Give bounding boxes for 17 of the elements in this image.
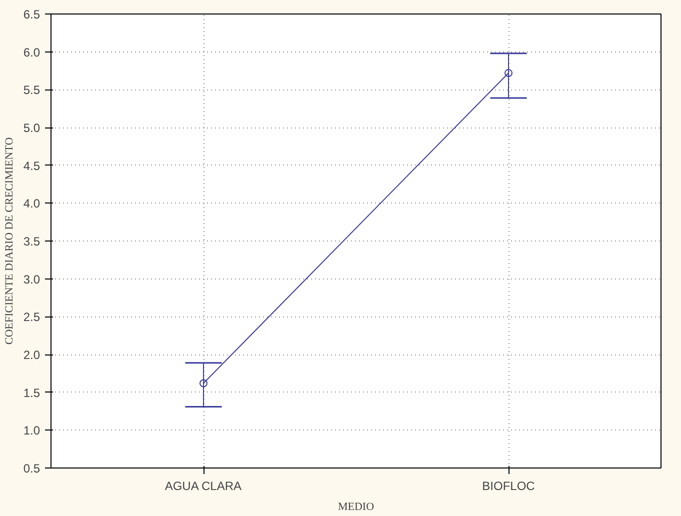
- y-tick-label: 4.0: [23, 196, 40, 211]
- y-tick-label: 5.5: [23, 83, 40, 98]
- x-axis-title: MEDIO: [338, 501, 374, 513]
- y-tick-label: 1.0: [23, 424, 40, 438]
- y-tick-label: 5.0: [23, 121, 40, 135]
- y-tick-label: 2.5: [23, 310, 40, 324]
- y-tick-label: 6.5: [23, 8, 40, 22]
- y-tick-label: 0.5: [23, 462, 40, 476]
- y-axis-title: COEFICIENTE DIARIO DE CRECIMIENTO: [3, 137, 16, 345]
- y-tick-label: 6.0: [23, 45, 40, 60]
- y-tick-label: 3.5: [23, 234, 40, 248]
- y-tick-label: 4.5: [23, 158, 40, 173]
- y-tick-label: 3.0: [23, 272, 40, 286]
- x-tick-label: AGUA CLARA: [164, 479, 242, 493]
- x-tick-label: BIOFLOC: [482, 479, 536, 493]
- y-tick-label: 2.0: [23, 348, 40, 362]
- y-tick-label: 1.5: [23, 386, 40, 400]
